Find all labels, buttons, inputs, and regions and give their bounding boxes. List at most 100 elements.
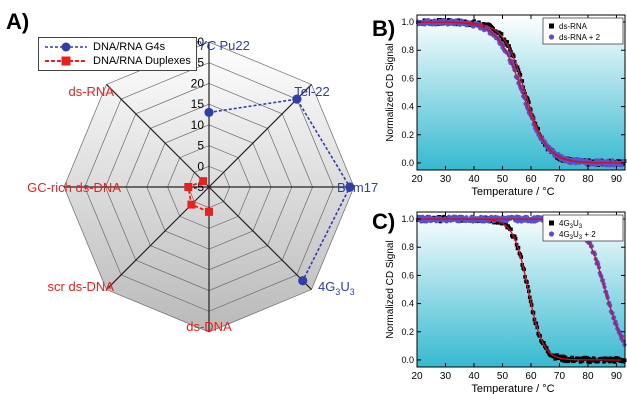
data-point-square (497, 31, 502, 35)
data-point-square (578, 360, 583, 364)
data-point-square (513, 236, 518, 241)
axes: 20 30 40 50 60 70 80 90 0.0 0.2 0.4 0.6 0.8 1.0 Temper… (385, 212, 625, 394)
data-point-square (498, 34, 503, 39)
data-point-square (495, 221, 500, 225)
x-tick-label: 70 (554, 174, 566, 185)
radar-axis-label: scr ds-DNA (48, 279, 115, 294)
plot-frame (416, 14, 626, 171)
y-tick-label: 0.0 (401, 158, 414, 168)
data-point-square (585, 355, 589, 360)
data-point-square (562, 359, 567, 363)
panel-a-label: A) (6, 9, 30, 34)
radar-spoke (208, 186, 312, 290)
x-tick-label: 70 (554, 371, 566, 382)
data-point-square (504, 223, 509, 227)
legend-circle-icon (548, 231, 555, 237)
radar-point-g4 (292, 94, 302, 104)
data-point-circle (610, 158, 615, 163)
data-point-square (563, 355, 568, 360)
x-tick-label: 20 (411, 174, 423, 185)
radar-point-duplex (205, 207, 213, 216)
radar-tick-label: -5 (193, 180, 204, 194)
x-tick-label: 60 (525, 174, 537, 185)
y-axis-label: Normalized CD Signal (385, 240, 396, 338)
panel-b-label: B) (372, 16, 396, 41)
radar-axis-label: 4G3U3 (318, 279, 355, 297)
radar-legend: DNA/RNA G4s DNA/RNA Duplexes (38, 37, 197, 71)
legend-box (542, 214, 624, 242)
cd-melting-plot-b: 20 30 40 50 60 70 80 90 0.0 0.2 0.4 0.6 0.8 1.0 Temper… (385, 14, 627, 197)
radar-point-duplex (199, 177, 208, 186)
legend-label-g4: DNA/RNA G4s (93, 41, 166, 53)
data-point-square (513, 63, 518, 68)
radar-tick-label: 20 (191, 76, 205, 90)
data-point-square (608, 356, 613, 361)
radar-point-g4 (298, 276, 308, 286)
radar-axis-label: GC-rich ds-DNA (27, 180, 121, 195)
x-tick-label: 20 (411, 371, 423, 382)
fit-curve (417, 21, 625, 164)
x-tick-label: 40 (468, 174, 480, 185)
y-axis-label: Normalized CD Signal (385, 43, 396, 141)
data-point-square (506, 224, 510, 228)
data-point-square (555, 353, 559, 357)
data-point-square (499, 32, 504, 36)
y-tick-label: 0.6 (401, 270, 414, 280)
data-point-square (558, 354, 563, 359)
data-point-square (601, 357, 605, 361)
radar-spoke (106, 84, 210, 188)
data-point-square (577, 357, 582, 361)
y-tick-label: 0.4 (401, 299, 414, 309)
data-point-square (504, 42, 509, 47)
x-tick-label: 50 (497, 371, 509, 382)
y-tick-label: 0.2 (401, 327, 414, 337)
y-tick-label: 1.0 (401, 214, 414, 224)
legend-item-duplex: DNA/RNA Duplexes (43, 54, 191, 68)
plot-legend: ds-RNA ds-RNA + 2 (542, 17, 624, 45)
radar-axis-label: Tel-22 (294, 84, 329, 99)
x-tick-label: 30 (440, 371, 452, 382)
y-tick-label: 1.0 (401, 17, 414, 27)
radar-tick-label: 0 (197, 159, 204, 173)
x-tick-label: 80 (582, 371, 594, 382)
x-tick-label: 50 (497, 174, 509, 185)
radar-point-g4 (345, 182, 355, 192)
data-point-square (507, 44, 511, 48)
x-tick-label: 60 (525, 371, 537, 382)
cd-melting-plot-c: 20 30 40 50 60 70 80 90 0.0 0.2 0.4 0.6 0.8 1.0 Temper… (385, 211, 627, 394)
radar-point-duplex (184, 183, 193, 191)
legend-label: 4G3U3 + 2 (559, 230, 596, 241)
data-point-square (570, 355, 574, 360)
data-point-square (560, 358, 565, 363)
y-tick-label: 0.4 (401, 102, 414, 112)
data-point-square (561, 354, 566, 359)
radar-series-line (187, 180, 210, 213)
legend-marker-circle-icon (43, 40, 89, 54)
radar-axis-label: ds-RNA (68, 84, 114, 99)
data-point-square (580, 359, 585, 363)
data-point-square (607, 359, 612, 364)
legend-label: ds-RNA (559, 22, 588, 31)
radar-axis-label: ds-DNA (186, 319, 232, 334)
x-axis-label: Temperature / °C (471, 186, 554, 197)
fit-curve (417, 218, 626, 344)
data-point-square (511, 54, 516, 59)
data-point-square (605, 356, 609, 361)
data-point-square (616, 356, 620, 361)
radar-series-line (208, 98, 351, 282)
panel-c-label: C) (372, 209, 396, 234)
data-point-circle (604, 163, 609, 168)
x-tick-label: 90 (611, 371, 623, 382)
legend-square-icon (549, 23, 554, 29)
data-point-square (566, 359, 571, 364)
data-point-square (612, 360, 617, 364)
data-point-circle (622, 342, 627, 347)
legend-label: 4G3U3 (559, 219, 583, 230)
data-point-square (554, 356, 558, 360)
radar-tick-label: 5 (197, 139, 204, 153)
x-tick-label: 40 (468, 371, 480, 382)
data-point-square (472, 19, 477, 23)
data-point-circle (576, 157, 581, 162)
y-tick-label: 0.8 (401, 45, 414, 55)
